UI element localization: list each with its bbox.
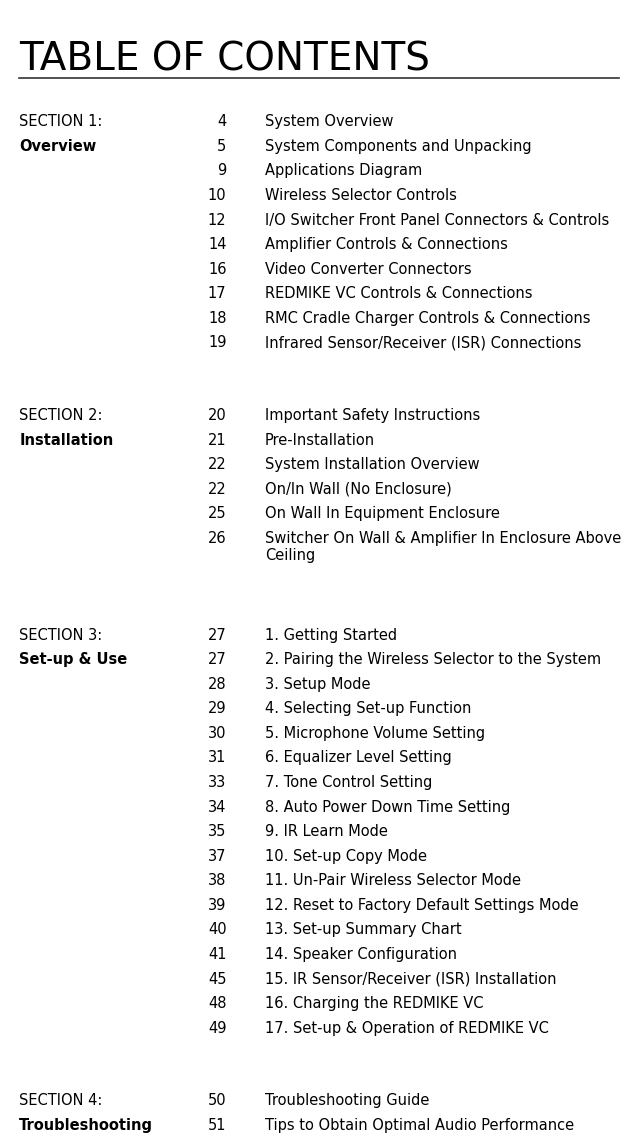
Text: 45: 45 (208, 972, 226, 986)
Text: On/In Wall (No Enclosure): On/In Wall (No Enclosure) (265, 481, 452, 497)
Text: TABLE OF CONTENTS: TABLE OF CONTENTS (19, 40, 430, 78)
Text: 14: 14 (208, 237, 226, 253)
Text: 19: 19 (208, 335, 226, 351)
Text: 2. Pairing the Wireless Selector to the System: 2. Pairing the Wireless Selector to the … (265, 652, 601, 668)
Text: 40: 40 (208, 922, 226, 937)
Text: 39: 39 (208, 897, 226, 913)
Text: 6. Equalizer Level Setting: 6. Equalizer Level Setting (265, 750, 452, 766)
Text: 34: 34 (208, 799, 226, 815)
Text: 21: 21 (208, 432, 226, 448)
Text: 3. Setup Mode: 3. Setup Mode (265, 677, 370, 692)
Text: 26: 26 (208, 530, 226, 546)
Text: Troubleshooting: Troubleshooting (19, 1118, 153, 1133)
Text: 17. Set-up & Operation of REDMIKE VC: 17. Set-up & Operation of REDMIKE VC (265, 1021, 549, 1036)
Text: 10. Set-up Copy Mode: 10. Set-up Copy Mode (265, 848, 427, 864)
Text: Applications Diagram: Applications Diagram (265, 163, 422, 178)
Text: Pre-Installation: Pre-Installation (265, 432, 375, 448)
Text: 16. Charging the REDMIKE VC: 16. Charging the REDMIKE VC (265, 996, 483, 1012)
Text: 15. IR Sensor/Receiver (ISR) Installation: 15. IR Sensor/Receiver (ISR) Installatio… (265, 972, 556, 986)
Text: Important Safety Instructions: Important Safety Instructions (265, 408, 480, 423)
Text: 35: 35 (208, 824, 226, 839)
Text: Overview: Overview (19, 138, 96, 154)
Text: Troubleshooting Guide: Troubleshooting Guide (265, 1093, 429, 1109)
Text: 41: 41 (208, 946, 226, 962)
Text: 11. Un-Pair Wireless Selector Mode: 11. Un-Pair Wireless Selector Mode (265, 873, 521, 888)
Text: 16: 16 (208, 262, 226, 277)
Text: 20: 20 (208, 408, 226, 423)
Text: Switcher On Wall & Amplifier In Enclosure Above
Ceiling: Switcher On Wall & Amplifier In Enclosur… (265, 530, 621, 563)
Text: 8. Auto Power Down Time Setting: 8. Auto Power Down Time Setting (265, 799, 510, 815)
Text: 25: 25 (208, 506, 226, 521)
Text: On Wall In Equipment Enclosure: On Wall In Equipment Enclosure (265, 506, 500, 521)
Text: 51: 51 (208, 1118, 226, 1133)
Text: 13. Set-up Summary Chart: 13. Set-up Summary Chart (265, 922, 461, 937)
Text: 30: 30 (208, 726, 226, 741)
Text: 22: 22 (208, 481, 226, 497)
Text: SECTION 1:: SECTION 1: (19, 114, 103, 129)
Text: 1. Getting Started: 1. Getting Started (265, 628, 397, 642)
Text: Installation: Installation (19, 432, 114, 448)
Text: 10: 10 (208, 187, 226, 203)
Text: 31: 31 (208, 750, 226, 766)
Text: 5. Microphone Volume Setting: 5. Microphone Volume Setting (265, 726, 485, 741)
Text: Video Converter Connectors: Video Converter Connectors (265, 262, 471, 277)
Text: 5: 5 (218, 138, 226, 154)
Text: 28: 28 (208, 677, 226, 692)
Text: 50: 50 (208, 1093, 226, 1109)
Text: Tips to Obtain Optimal Audio Performance: Tips to Obtain Optimal Audio Performance (265, 1118, 574, 1133)
Text: 49: 49 (208, 1021, 226, 1036)
Text: 12: 12 (208, 213, 226, 227)
Text: SECTION 4:: SECTION 4: (19, 1093, 103, 1109)
Text: 22: 22 (208, 457, 226, 472)
Text: 14. Speaker Configuration: 14. Speaker Configuration (265, 946, 457, 962)
Text: 27: 27 (208, 652, 226, 668)
Text: 33: 33 (208, 775, 226, 790)
Text: 12. Reset to Factory Default Settings Mode: 12. Reset to Factory Default Settings Mo… (265, 897, 579, 913)
Text: Infrared Sensor/Receiver (ISR) Connections: Infrared Sensor/Receiver (ISR) Connectio… (265, 335, 581, 351)
Text: 9: 9 (218, 163, 226, 178)
Text: RMC Cradle Charger Controls & Connections: RMC Cradle Charger Controls & Connection… (265, 311, 590, 326)
Text: Amplifier Controls & Connections: Amplifier Controls & Connections (265, 237, 508, 253)
Text: 18: 18 (208, 311, 226, 326)
Text: SECTION 3:: SECTION 3: (19, 628, 102, 642)
Text: I/O Switcher Front Panel Connectors & Controls: I/O Switcher Front Panel Connectors & Co… (265, 213, 609, 227)
Text: 37: 37 (208, 848, 226, 864)
Text: 38: 38 (208, 873, 226, 888)
Text: System Overview: System Overview (265, 114, 393, 129)
Text: 9. IR Learn Mode: 9. IR Learn Mode (265, 824, 388, 839)
Text: 4. Selecting Set-up Function: 4. Selecting Set-up Function (265, 701, 471, 717)
Text: System Installation Overview: System Installation Overview (265, 457, 479, 472)
Text: 48: 48 (208, 996, 226, 1012)
Text: Wireless Selector Controls: Wireless Selector Controls (265, 187, 457, 203)
Text: Set-up & Use: Set-up & Use (19, 652, 128, 668)
Text: 4: 4 (218, 114, 226, 129)
Text: 17: 17 (208, 286, 226, 302)
Text: 27: 27 (208, 628, 226, 642)
Text: 7. Tone Control Setting: 7. Tone Control Setting (265, 775, 432, 790)
Text: 29: 29 (208, 701, 226, 717)
Text: System Components and Unpacking: System Components and Unpacking (265, 138, 531, 154)
Text: SECTION 2:: SECTION 2: (19, 408, 103, 423)
Text: REDMIKE VC Controls & Connections: REDMIKE VC Controls & Connections (265, 286, 532, 302)
